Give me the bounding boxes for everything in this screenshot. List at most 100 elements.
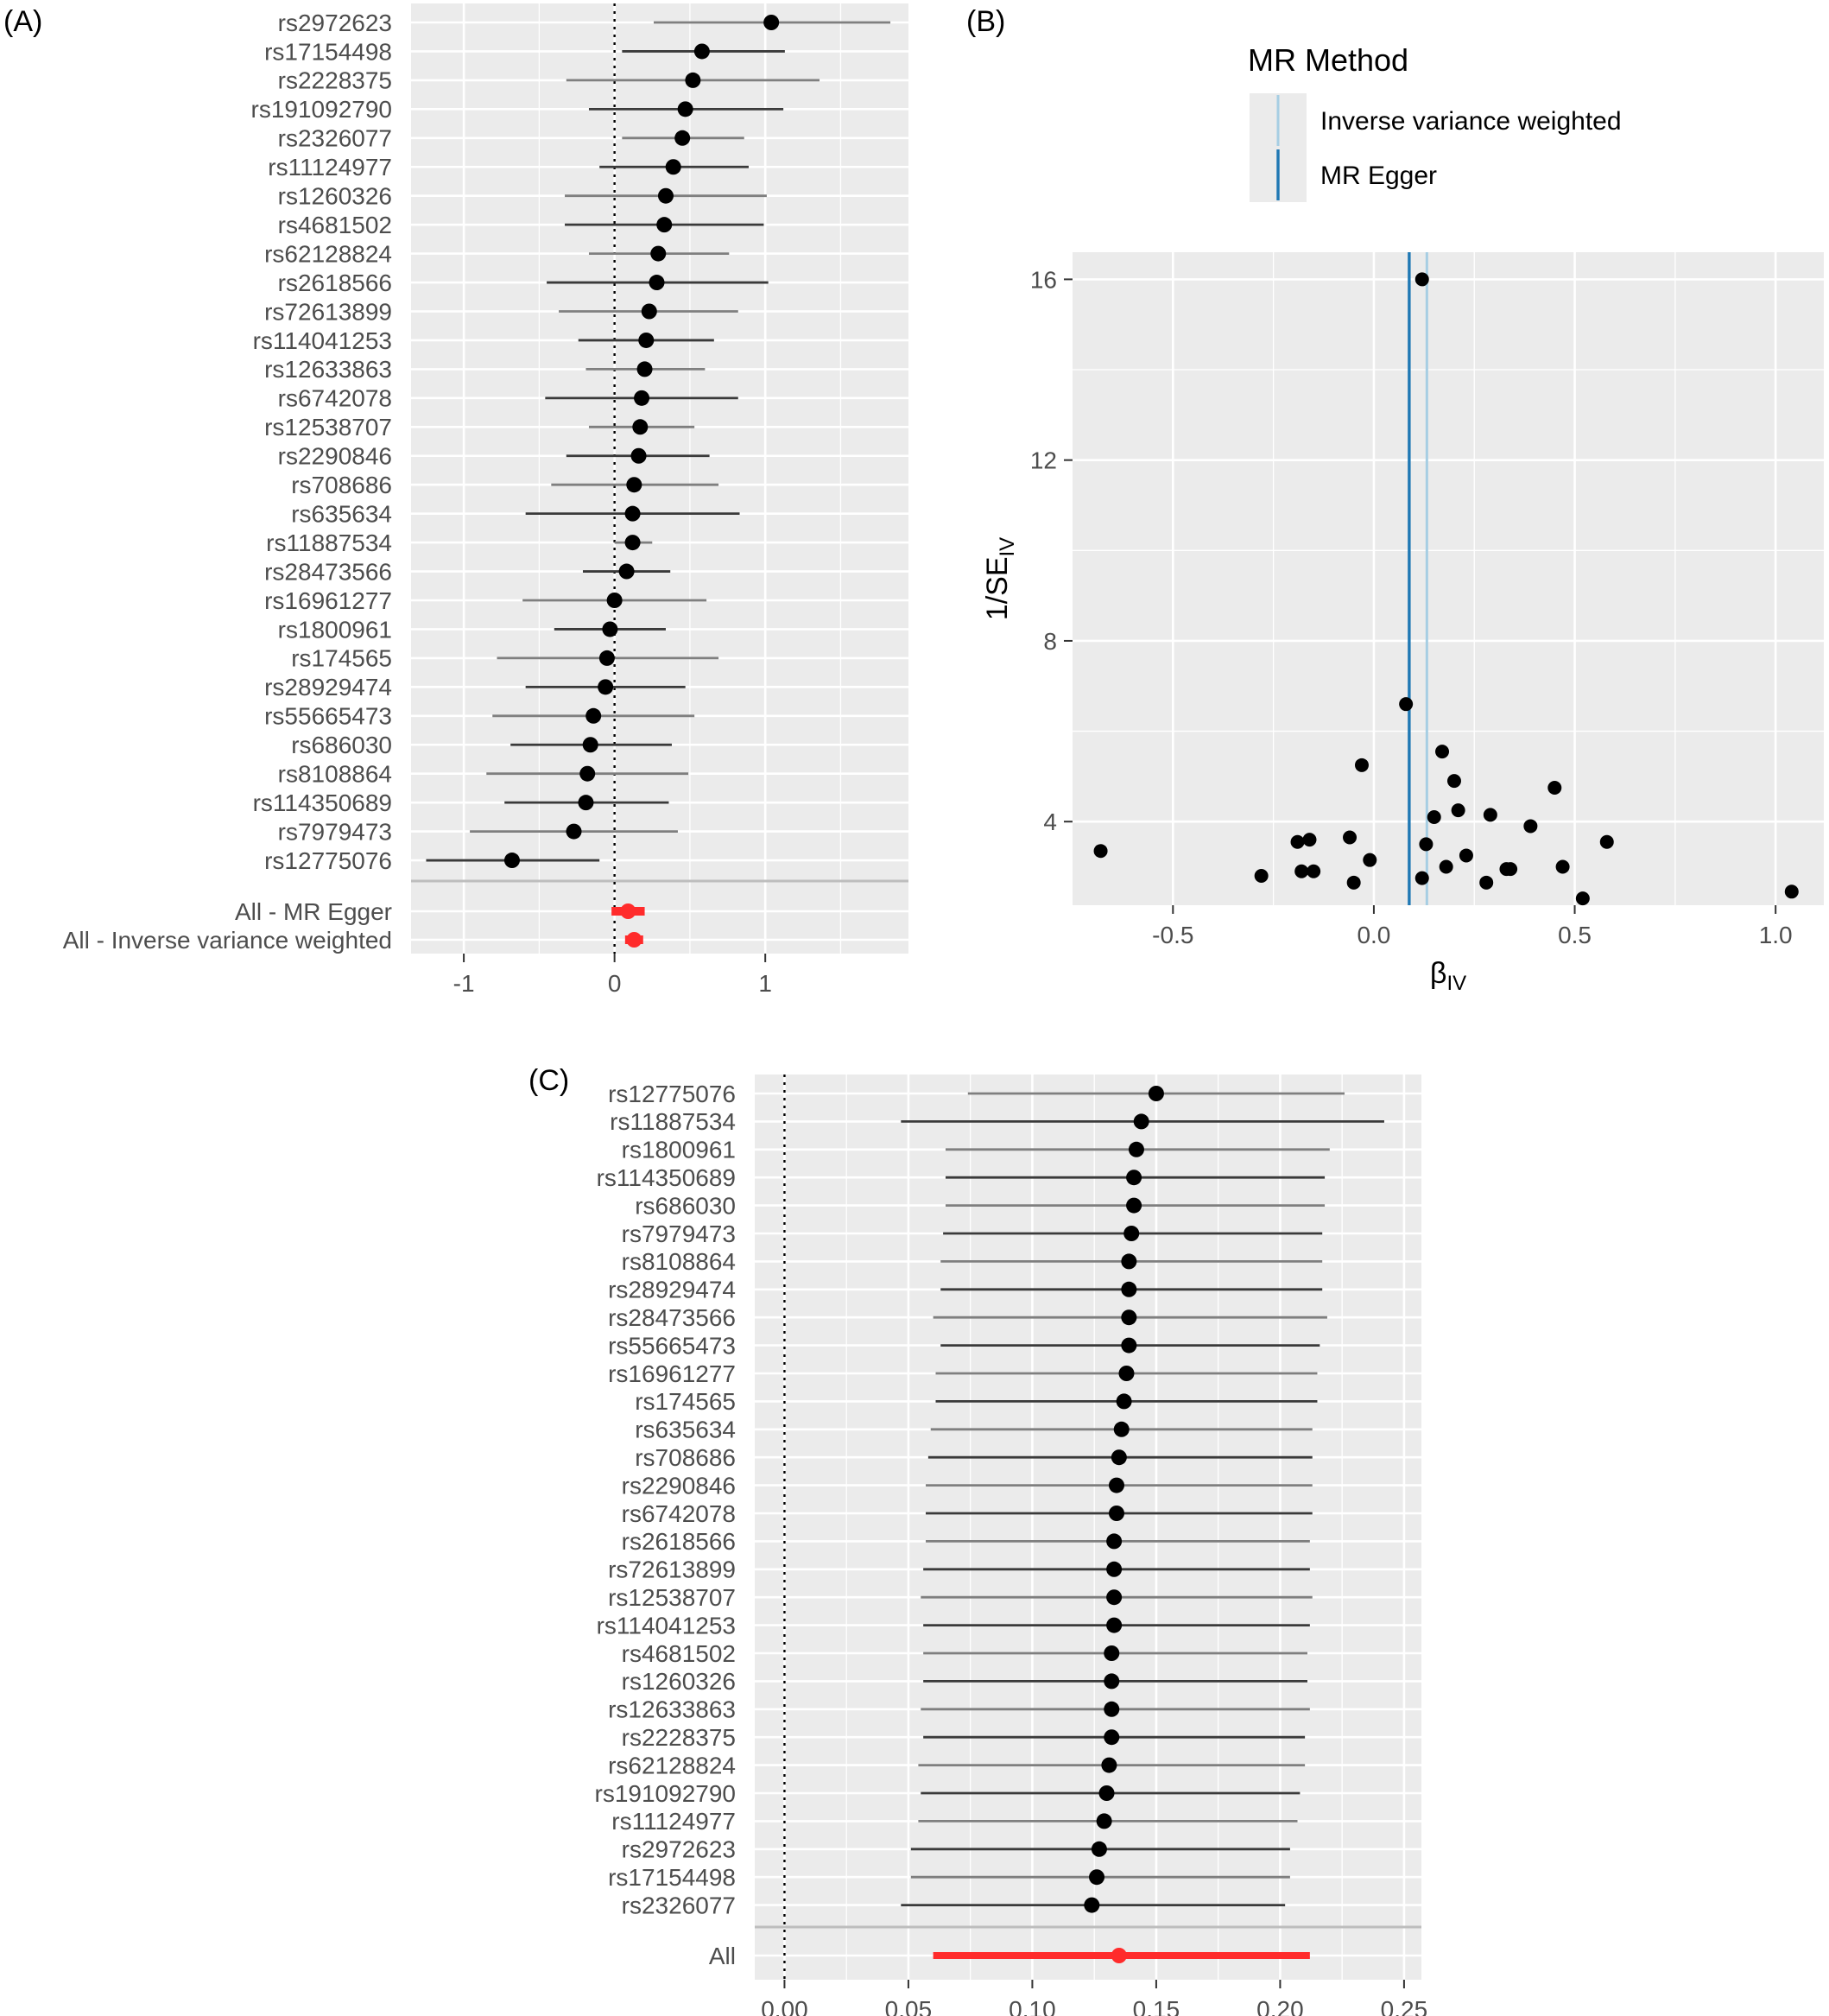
summary-estimate-point: [1111, 1948, 1127, 1963]
x-tick-label: 0.05: [885, 1996, 933, 2016]
snp-label: rs114041253: [597, 1612, 736, 1639]
snp-point: [1523, 819, 1538, 834]
snp-estimate-point: [624, 535, 641, 551]
x-tick-label: 0.00: [761, 1996, 808, 2016]
summary-estimate-point: [626, 932, 642, 948]
snp-point: [1294, 864, 1309, 878]
snp-point: [1459, 848, 1473, 863]
snp-label: rs1260326: [622, 1668, 736, 1695]
snp-label: rs2326077: [622, 1892, 736, 1918]
y-axis-title-subscript: IV: [996, 537, 1019, 557]
snp-estimate-point: [650, 245, 667, 262]
snp-estimate-point: [634, 390, 650, 406]
snp-estimate-point: [582, 737, 598, 753]
snp-estimate-point: [598, 679, 614, 695]
snp-estimate-point: [1109, 1506, 1125, 1521]
summary-estimate-point: [620, 903, 636, 919]
plot-background: [411, 3, 908, 954]
snp-point: [1599, 834, 1614, 849]
snp-label: rs12775076: [608, 1081, 736, 1107]
plot-background: [755, 1075, 1421, 1980]
snp-estimate-point: [665, 159, 681, 175]
snp-label: rs12633863: [608, 1696, 736, 1723]
snp-estimate-point: [1084, 1897, 1100, 1913]
snp-estimate-point: [1091, 1841, 1107, 1857]
x-tick-label: 1: [758, 970, 772, 997]
snp-label: rs2618566: [278, 269, 392, 296]
snp-label: rs708686: [291, 472, 392, 498]
snp-label: rs12538707: [608, 1584, 736, 1611]
snp-label: rs2618566: [622, 1528, 736, 1555]
snp-label: rs191092790: [251, 96, 392, 123]
snp-point: [1419, 837, 1433, 852]
snp-estimate-point: [649, 275, 665, 291]
snp-label: rs7979473: [278, 818, 392, 845]
snp-point: [1354, 758, 1369, 772]
snp-point: [1451, 803, 1465, 818]
snp-point: [1479, 875, 1494, 890]
snp-label: rs28473566: [608, 1304, 736, 1331]
snp-label: rs6742078: [278, 385, 392, 412]
x-tick-label: 0.5: [1558, 922, 1592, 948]
snp-estimate-point: [579, 765, 596, 782]
snp-estimate-point: [585, 707, 602, 724]
snp-label: rs8108864: [278, 761, 392, 788]
x-tick-label: 0.20: [1256, 1996, 1304, 2016]
snp-label: rs708686: [635, 1444, 736, 1471]
snp-estimate-point: [763, 15, 780, 30]
snp-estimate-point: [1121, 1253, 1137, 1270]
snp-estimate-point: [1118, 1366, 1135, 1381]
snp-estimate-point: [566, 823, 582, 840]
summary-label: All - MR Egger: [235, 898, 392, 925]
snp-estimate-point: [1113, 1421, 1130, 1437]
snp-label: rs2228375: [278, 67, 392, 94]
panel-label-c: (C): [528, 1064, 569, 1097]
snp-estimate-point: [1106, 1561, 1123, 1577]
snp-label: rs8108864: [622, 1248, 736, 1275]
y-tick-label: 16: [1030, 266, 1057, 293]
snp-label: rs2326077: [278, 125, 392, 152]
x-axis-title: βIV: [1430, 957, 1466, 995]
snp-label: rs2972623: [622, 1836, 736, 1863]
snp-point: [1290, 834, 1305, 849]
snp-estimate-point: [1126, 1170, 1142, 1186]
snp-estimate-point: [503, 853, 520, 869]
snp-label: rs114350689: [253, 789, 392, 816]
snp-estimate-point: [1128, 1141, 1144, 1157]
snp-estimate-point: [1098, 1785, 1115, 1801]
snp-estimate-point: [1104, 1701, 1120, 1717]
snp-label: rs4681502: [278, 212, 392, 238]
snp-estimate-point: [598, 650, 615, 666]
snp-point: [1093, 844, 1108, 859]
snp-estimate-point: [1101, 1757, 1117, 1773]
snp-estimate-point: [1121, 1309, 1137, 1326]
snp-estimate-point: [1096, 1813, 1112, 1829]
snp-label: rs17154498: [264, 38, 392, 65]
snp-label: rs17154498: [608, 1864, 736, 1891]
x-tick-label: 0.15: [1133, 1996, 1180, 2016]
snp-point: [1302, 833, 1317, 847]
snp-estimate-point: [1106, 1533, 1123, 1550]
x-axis-title-main: β: [1430, 957, 1447, 990]
snp-label: rs12538707: [264, 414, 392, 441]
snp-label: rs7979473: [622, 1220, 736, 1247]
snp-label: rs114041253: [253, 327, 392, 354]
snp-label: rs28929474: [608, 1277, 736, 1303]
legend-entry-label: MR Egger: [1320, 162, 1437, 190]
snp-estimate-point: [1121, 1337, 1137, 1354]
snp-estimate-point: [1111, 1449, 1127, 1466]
snp-estimate-point: [657, 187, 674, 204]
snp-point: [1503, 862, 1518, 877]
snp-label: rs16961277: [608, 1360, 736, 1387]
snp-estimate-point: [1148, 1086, 1164, 1101]
snp-estimate-point: [1126, 1197, 1142, 1214]
snp-label: rs2290846: [622, 1472, 736, 1499]
snp-label: rs1260326: [278, 183, 392, 210]
snp-estimate-point: [1109, 1477, 1125, 1493]
snp-point: [1414, 871, 1429, 885]
snp-label: rs2290846: [278, 443, 392, 470]
snp-label: rs11887534: [610, 1108, 736, 1135]
panel-c-leave-one-out-plot: rs12775076rs11887534rs1800961rs114350689…: [595, 1075, 1427, 2016]
summary-label: All: [709, 1943, 736, 1969]
snp-estimate-point: [624, 505, 641, 522]
